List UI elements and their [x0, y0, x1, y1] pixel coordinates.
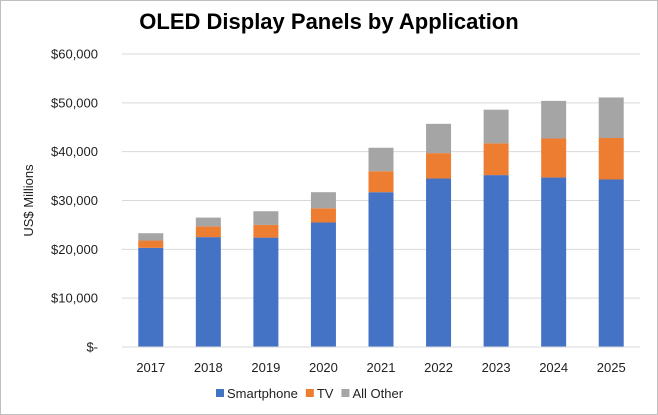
x-tick-label: 2024	[539, 360, 568, 375]
bar-smartphone-2021	[368, 192, 394, 347]
bar-smartphone-2024	[541, 177, 567, 347]
legend-label-smartphone: Smartphone	[227, 386, 298, 401]
x-tick-label: 2018	[194, 360, 223, 375]
bar-all-other-2020	[310, 192, 336, 209]
x-tick-label: 2022	[424, 360, 453, 375]
bar-all-other-2021	[368, 147, 394, 172]
bar-tv-2023	[483, 143, 509, 176]
y-tick-label: $-	[86, 340, 98, 355]
bar-all-other-2024	[541, 100, 567, 139]
x-axis-ticks: 2017 2018 2019 2020 2021 2022 2023 2024 2025	[136, 360, 625, 375]
bar-smartphone-2023	[483, 175, 509, 347]
x-tick-label: 2020	[309, 360, 338, 375]
y-tick-label: $40,000	[51, 144, 98, 159]
bar-smartphone-2022	[426, 178, 452, 347]
bar-tv-2022	[426, 153, 452, 179]
bar-smartphone-2025	[598, 179, 624, 347]
x-tick-label: 2021	[367, 360, 396, 375]
bar-smartphone-2020	[310, 222, 336, 347]
bar-tv-2019	[253, 224, 279, 238]
bar-tv-2024	[541, 138, 567, 178]
bar-all-other-2018	[195, 217, 221, 227]
legend: Smartphone TV All Other	[216, 386, 404, 401]
x-tick-label: 2019	[251, 360, 280, 375]
bar-smartphone-2018	[195, 237, 221, 347]
y-axis-label: US$ Millions	[21, 164, 36, 237]
y-tick-label: $30,000	[51, 193, 98, 208]
x-tick-label: 2023	[482, 360, 511, 375]
bar-tv-2025	[598, 137, 624, 180]
legend-label-tv: TV	[317, 386, 334, 401]
y-tick-label: $10,000	[51, 291, 98, 306]
bar-tv-2020	[310, 208, 336, 223]
bar-all-other-2023	[483, 109, 509, 144]
y-tick-label: $20,000	[51, 242, 98, 257]
y-tick-label: $60,000	[51, 47, 98, 62]
bar-all-other-2017	[138, 233, 164, 241]
bar-smartphone-2019	[253, 237, 279, 347]
x-tick-label: 2017	[136, 360, 165, 375]
bars	[138, 97, 624, 347]
chart-title: OLED Display Panels by Application	[139, 9, 519, 34]
bar-all-other-2022	[426, 123, 452, 154]
bar-tv-2021	[368, 171, 394, 193]
x-tick-label: 2025	[597, 360, 626, 375]
legend-swatch-all-other	[341, 389, 350, 397]
y-tick-label: $50,000	[51, 95, 98, 110]
bar-all-other-2025	[598, 97, 624, 138]
legend-swatch-smartphone	[216, 389, 224, 397]
bar-all-other-2019	[253, 211, 279, 225]
legend-label-all-other: All Other	[352, 386, 403, 401]
legend-swatch-tv	[305, 389, 314, 397]
y-axis-ticks: $- $10,000 $20,000 $30,000 $40,000 $50,000 $60…	[51, 47, 98, 355]
bar-tv-2018	[195, 226, 221, 238]
bar-smartphone-2017	[138, 247, 164, 347]
bar-tv-2017	[138, 240, 164, 248]
